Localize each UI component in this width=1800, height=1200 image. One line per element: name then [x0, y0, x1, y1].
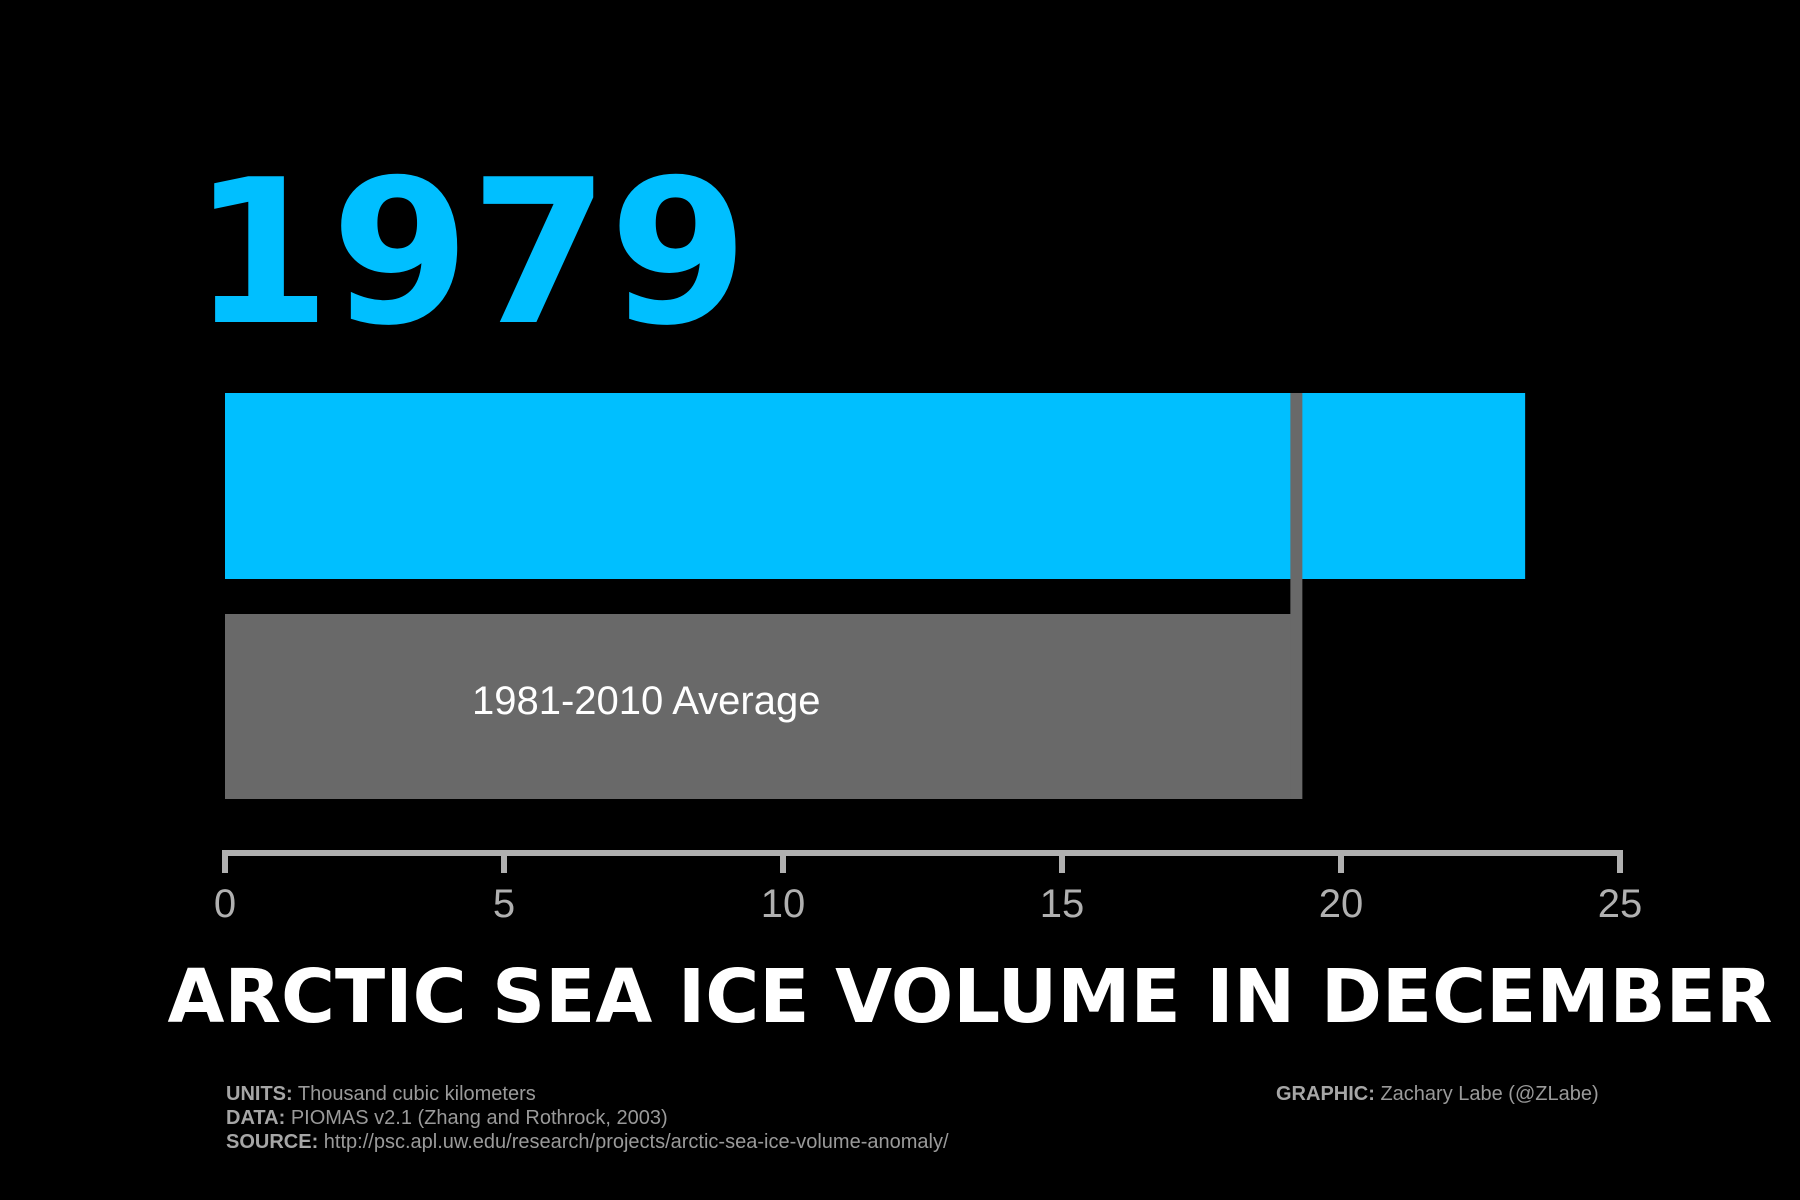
average-marker-line: [1290, 393, 1303, 799]
graphic-key: GRAPHIC:: [1276, 1083, 1375, 1105]
data-line: DATA: PIOMAS v2.1 (Zhang and Rothrock, 2…: [226, 1106, 949, 1130]
units-line: UNITS: Thousand cubic kilometers: [226, 1082, 949, 1106]
source-line: SOURCE: http://psc.apl.uw.edu/research/p…: [226, 1130, 949, 1154]
source-value: http://psc.apl.uw.edu/research/projects/…: [323, 1131, 949, 1153]
units-value: Thousand cubic kilometers: [297, 1083, 536, 1105]
x-tick-label: 20: [1319, 882, 1364, 926]
chart-title: ARCTIC SEA ICE VOLUME IN DECEMBER: [168, 954, 1773, 1040]
units-key: UNITS:: [226, 1083, 293, 1105]
x-tick-label: 25: [1598, 882, 1643, 926]
data-key: DATA:: [226, 1107, 286, 1129]
x-tick-label: 5: [493, 882, 515, 926]
bar-1979: [225, 393, 1526, 579]
x-axis: 0 5 10 15 20 25: [214, 850, 1642, 926]
bar-average: [225, 614, 1297, 799]
source-key: SOURCE:: [226, 1131, 319, 1153]
x-tick-label: 0: [214, 882, 236, 926]
data-value: PIOMAS v2.1 (Zhang and Rothrock, 2003): [290, 1107, 668, 1129]
year-label: 1979: [192, 137, 749, 370]
graphic-credit: GRAPHIC: Zachary Labe (@ZLabe): [1276, 1082, 1599, 1106]
graphic-value: Zachary Labe (@ZLabe): [1380, 1083, 1599, 1105]
footer-credits: UNITS: Thousand cubic kilometers DATA: P…: [226, 1082, 949, 1154]
average-label: 1981-2010 Average: [472, 679, 820, 723]
x-tick-label: 10: [761, 882, 806, 926]
x-tick-label: 15: [1040, 882, 1085, 926]
